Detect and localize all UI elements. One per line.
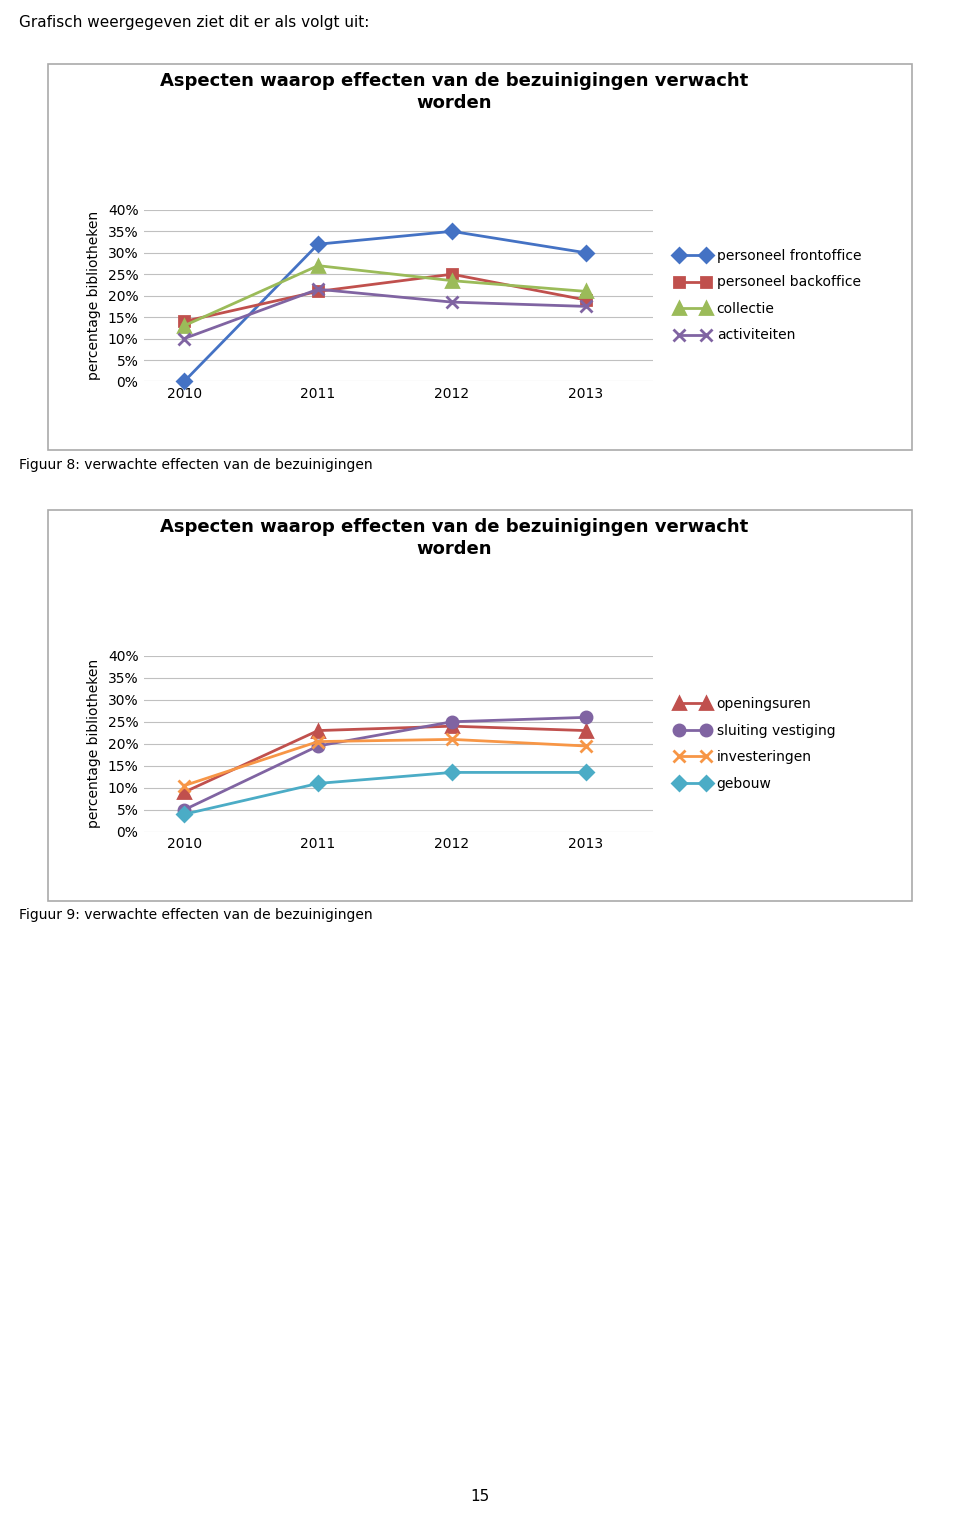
collectie xyxy=(446,271,458,290)
Line: activiteiten: activiteiten xyxy=(178,283,592,345)
gebouw xyxy=(580,763,591,781)
personeel frontoffice xyxy=(446,222,458,241)
Text: Aspecten waarop effecten van de bezuinigingen verwacht
worden: Aspecten waarop effecten van de bezuinig… xyxy=(160,518,748,558)
collectie xyxy=(312,256,324,274)
openingsuren xyxy=(179,783,190,801)
Line: investeringen: investeringen xyxy=(178,734,592,792)
sluiting vestiging xyxy=(446,712,458,731)
Text: 15: 15 xyxy=(470,1489,490,1504)
personeel backoffice xyxy=(179,313,190,331)
personeel frontoffice xyxy=(312,234,324,253)
Line: personeel backoffice: personeel backoffice xyxy=(180,270,590,326)
Line: sluiting vestiging: sluiting vestiging xyxy=(179,712,591,815)
Line: collectie: collectie xyxy=(179,260,591,331)
sluiting vestiging xyxy=(580,708,591,726)
investeringen xyxy=(312,732,324,751)
gebouw xyxy=(312,774,324,792)
activiteiten xyxy=(312,280,324,299)
investeringen xyxy=(179,777,190,795)
Text: Aspecten waarop effecten van de bezuinigingen verwacht
worden: Aspecten waarop effecten van de bezuinig… xyxy=(160,72,748,112)
Y-axis label: percentage bibliotheken: percentage bibliotheken xyxy=(86,659,101,829)
openingsuren xyxy=(446,717,458,735)
Text: Figuur 8: verwachte effecten van de bezuinigingen: Figuur 8: verwachte effecten van de bezu… xyxy=(19,458,372,472)
personeel backoffice xyxy=(312,282,324,300)
sluiting vestiging xyxy=(179,801,190,820)
Line: openingsuren: openingsuren xyxy=(179,720,591,798)
gebouw xyxy=(446,763,458,781)
personeel backoffice xyxy=(446,265,458,283)
activiteiten xyxy=(179,329,190,348)
activiteiten xyxy=(580,297,591,316)
personeel frontoffice xyxy=(179,372,190,391)
investeringen xyxy=(446,731,458,749)
sluiting vestiging xyxy=(312,737,324,755)
investeringen xyxy=(580,737,591,755)
gebouw xyxy=(179,806,190,824)
Line: gebouw: gebouw xyxy=(180,768,590,820)
openingsuren xyxy=(580,722,591,740)
collectie xyxy=(179,317,190,336)
Line: personeel frontoffice: personeel frontoffice xyxy=(180,227,590,386)
personeel frontoffice xyxy=(580,244,591,262)
collectie xyxy=(580,282,591,300)
Legend: openingsuren, sluiting vestiging, investeringen, gebouw: openingsuren, sluiting vestiging, invest… xyxy=(675,697,835,791)
personeel backoffice xyxy=(580,291,591,309)
activiteiten xyxy=(446,293,458,311)
Text: Figuur 9: verwachte effecten van de bezuinigingen: Figuur 9: verwachte effecten van de bezu… xyxy=(19,908,372,922)
openingsuren xyxy=(312,722,324,740)
Y-axis label: percentage bibliotheken: percentage bibliotheken xyxy=(86,211,101,380)
Legend: personeel frontoffice, personeel backoffice, collectie, activiteiten: personeel frontoffice, personeel backoff… xyxy=(675,248,861,343)
Text: Grafisch weergegeven ziet dit er als volgt uit:: Grafisch weergegeven ziet dit er als vol… xyxy=(19,15,370,31)
